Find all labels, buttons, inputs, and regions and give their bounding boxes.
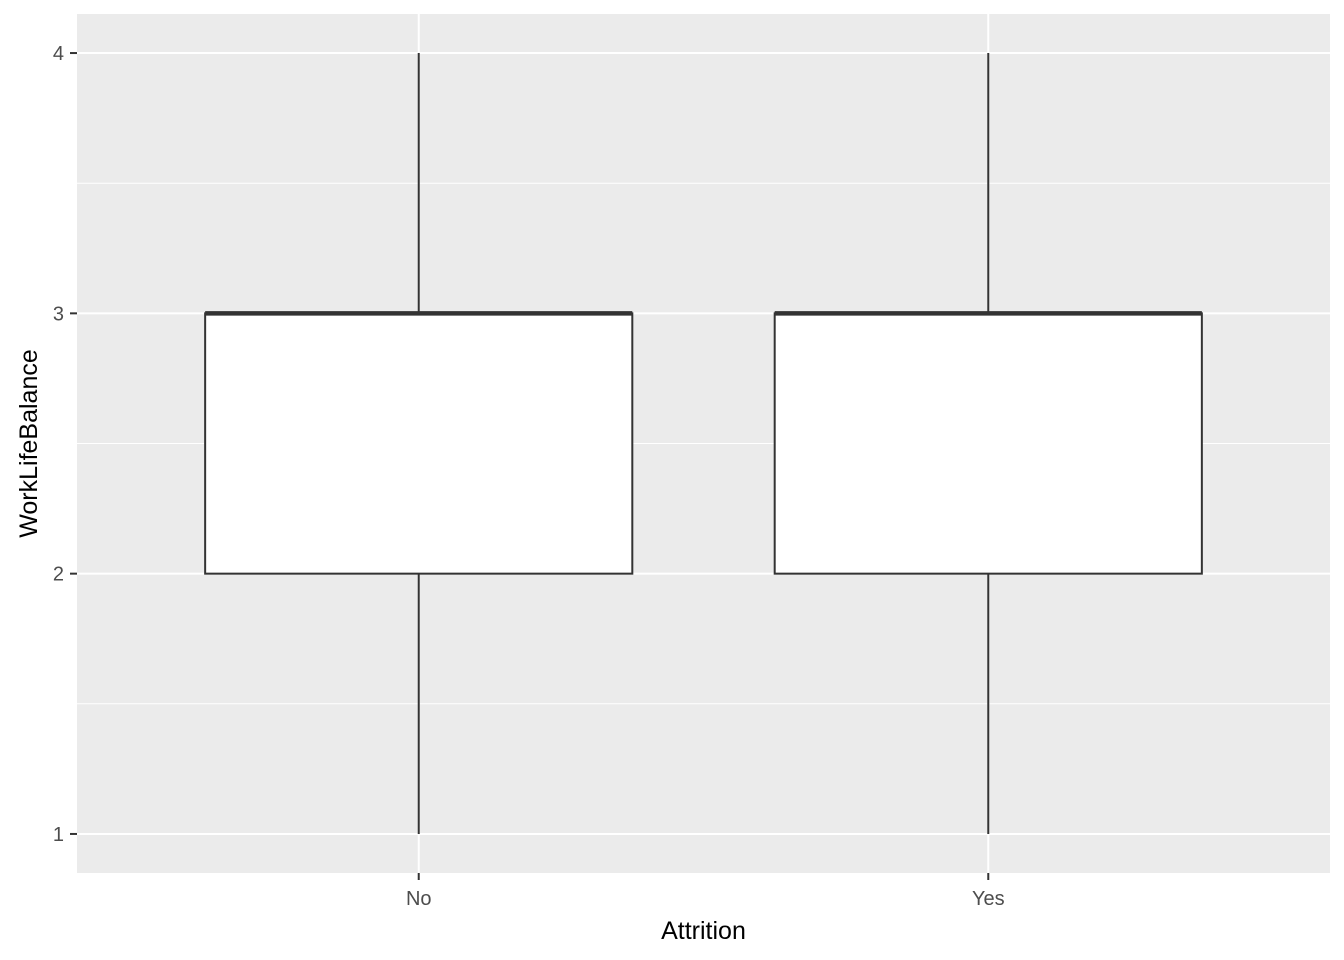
y-axis: 1 2 3 4 xyxy=(53,43,77,846)
x-axis: No Yes xyxy=(406,873,1005,910)
box-body xyxy=(773,312,1203,575)
y-tick-label: 4 xyxy=(53,43,64,65)
box-no xyxy=(204,53,634,834)
y-axis-title: WorkLifeBalance xyxy=(15,349,43,538)
box-body xyxy=(204,312,634,575)
y-tick-label: 1 xyxy=(53,824,64,846)
x-axis-title: Attrition xyxy=(661,917,746,945)
y-tick-label: 2 xyxy=(53,564,64,586)
x-tick-label: Yes xyxy=(972,888,1005,910)
y-tick-label: 3 xyxy=(53,303,64,325)
box-series xyxy=(204,53,1203,834)
x-tick-label: No xyxy=(406,888,432,910)
box-yes xyxy=(773,53,1203,834)
